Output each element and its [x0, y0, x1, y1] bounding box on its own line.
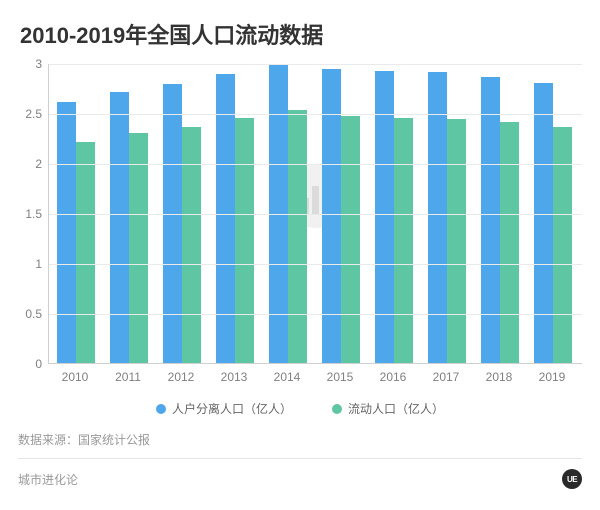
chart: 00.511.522.53 20102011201220132014201520…: [18, 64, 582, 394]
legend-label: 流动人口（亿人）: [348, 400, 444, 417]
x-tick-label: 2015: [327, 370, 354, 384]
x-tick-label: 2010: [62, 370, 89, 384]
source-prefix: 数据来源：: [18, 433, 78, 447]
legend-label: 人户分离人口（亿人）: [172, 400, 292, 417]
y-tick-label: 1: [35, 257, 42, 271]
chart-title: 2010-2019年全国人口流动数据: [20, 18, 582, 50]
y-tick-label: 2: [35, 157, 42, 171]
chart-container: 2010-2019年全国人口流动数据 00.511.522.53 2010201…: [0, 0, 600, 510]
source-line: 数据来源：国家统计公报: [18, 431, 582, 459]
y-tick-label: 0.5: [25, 307, 42, 321]
bar: [182, 127, 201, 363]
grid-line: [49, 64, 582, 65]
bar: [394, 118, 413, 363]
legend-dot-icon: [156, 404, 166, 414]
bar: [481, 77, 500, 363]
bar: [57, 102, 76, 363]
chart-legend: 人户分离人口（亿人） 流动人口（亿人）: [18, 400, 582, 417]
bar: [216, 74, 235, 363]
x-tick-label: 2013: [221, 370, 248, 384]
source-text: 国家统计公报: [78, 433, 150, 447]
plot-area: [48, 64, 582, 364]
x-tick-label: 2018: [486, 370, 513, 384]
x-tick-label: 2011: [115, 370, 141, 384]
bar: [428, 72, 447, 363]
x-tick-label: 2019: [539, 370, 566, 384]
footer-text: 城市进化论: [18, 471, 78, 488]
bar: [553, 127, 572, 363]
x-axis: 2010 2011 2012 2013 2014 2015 2016 2017 2018 2019: [48, 366, 582, 386]
grid-line: [49, 114, 582, 115]
x-tick-label: 2012: [168, 370, 195, 384]
y-tick-label: 2.5: [25, 107, 42, 121]
grid-line: [49, 164, 582, 165]
bar: [110, 92, 129, 363]
bar: [129, 133, 148, 363]
legend-dot-icon: [332, 404, 342, 414]
bar: [288, 110, 307, 363]
x-tick-label: 2016: [380, 370, 407, 384]
y-tick-label: 0: [35, 357, 42, 371]
x-tick-label: 2017: [433, 370, 460, 384]
footer: 城市进化论 UE: [18, 469, 582, 489]
x-tick-label: 2014: [274, 370, 301, 384]
grid-line: [49, 264, 582, 265]
bar: [341, 116, 360, 363]
grid-line: [49, 214, 582, 215]
y-tick-label: 1.5: [25, 207, 42, 221]
grid-line: [49, 314, 582, 315]
y-tick-label: 3: [35, 57, 42, 71]
bar: [76, 142, 95, 363]
bar: [235, 118, 254, 363]
legend-item: 人户分离人口（亿人）: [156, 400, 292, 417]
bar: [534, 83, 553, 363]
bar: [500, 122, 519, 363]
logo-icon: UE: [562, 469, 582, 489]
y-axis: 00.511.522.53: [18, 64, 46, 364]
bar: [447, 119, 466, 363]
legend-item: 流动人口（亿人）: [332, 400, 444, 417]
bar: [163, 84, 182, 363]
